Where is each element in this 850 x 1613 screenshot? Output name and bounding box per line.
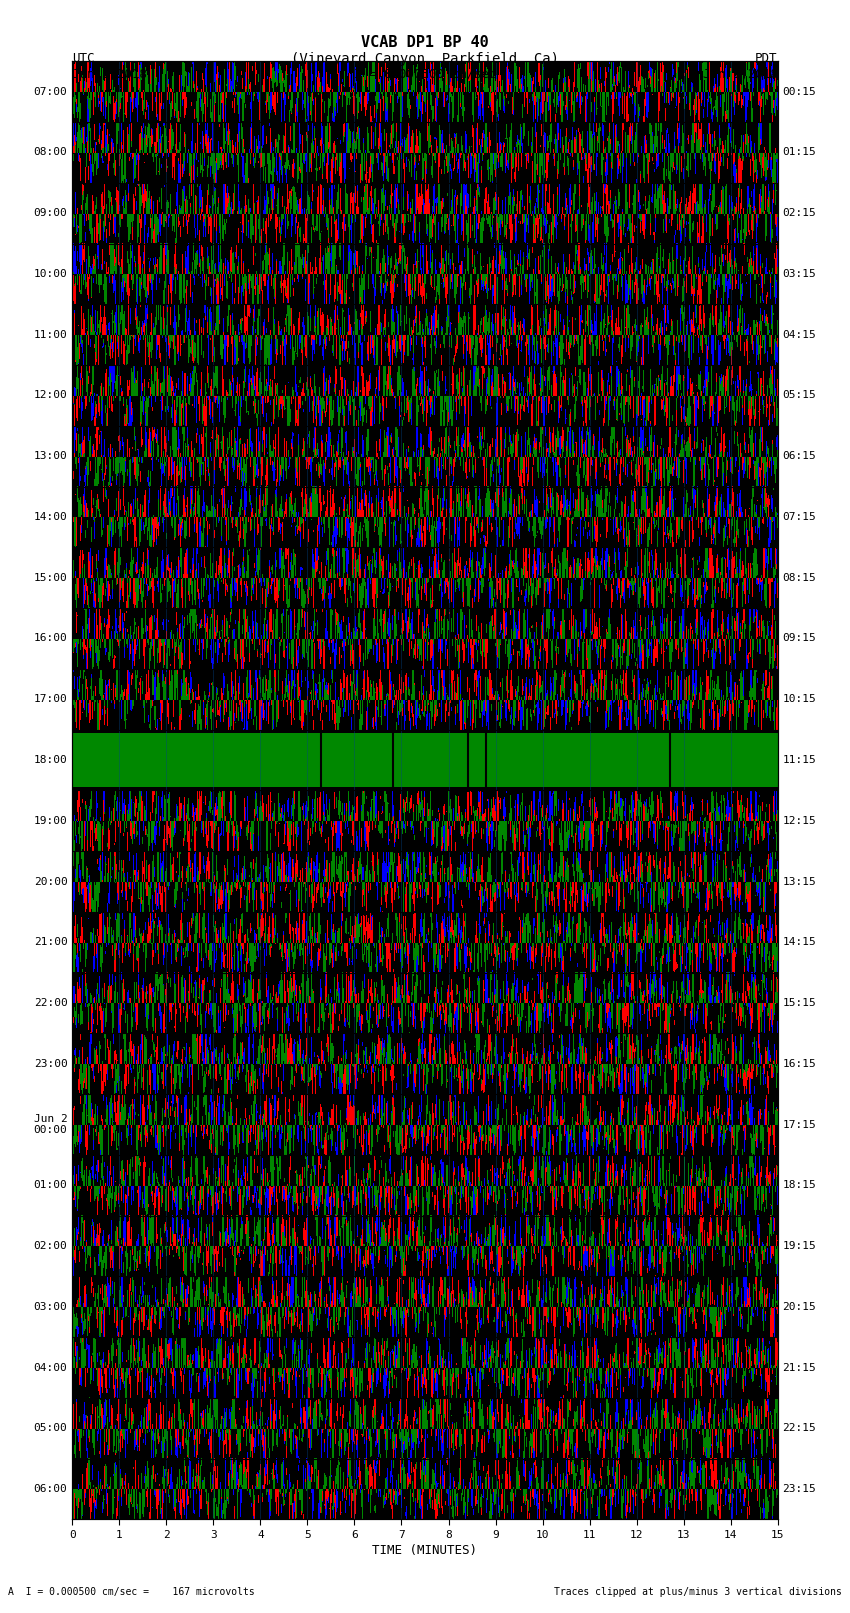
Text: PDT: PDT	[756, 52, 778, 65]
Text: VCAB DP1 BP 40: VCAB DP1 BP 40	[361, 35, 489, 50]
Text: A  I = 0.000500 cm/sec =    167 microvolts: A I = 0.000500 cm/sec = 167 microvolts	[8, 1587, 255, 1597]
Bar	[72, 732, 778, 787]
Text: UTC: UTC	[72, 52, 94, 65]
Text: (Vineyard Canyon, Parkfield, Ca): (Vineyard Canyon, Parkfield, Ca)	[291, 52, 559, 66]
Text: Jun 1,2018: Jun 1,2018	[72, 68, 147, 81]
X-axis label: TIME (MINUTES): TIME (MINUTES)	[372, 1544, 478, 1557]
Text: I = 0.000500 cm/sec: I = 0.000500 cm/sec	[354, 68, 496, 81]
Text: Jun 1,2018: Jun 1,2018	[703, 68, 778, 81]
Text: Traces clipped at plus/minus 3 vertical divisions: Traces clipped at plus/minus 3 vertical …	[553, 1587, 842, 1597]
